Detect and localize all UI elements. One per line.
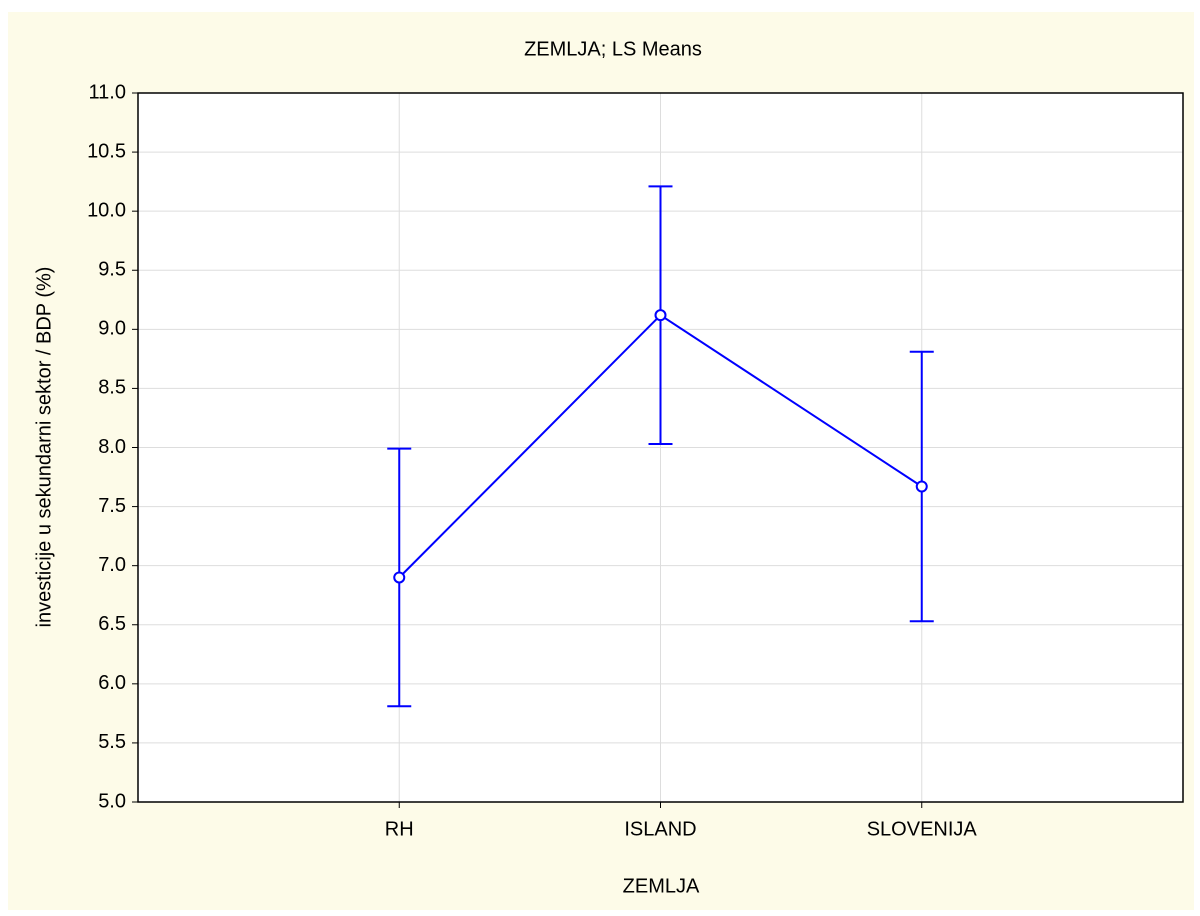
- y-tick-label: 8.0: [98, 436, 126, 458]
- y-tick-label: 7.0: [98, 554, 126, 576]
- point: [915, 480, 928, 493]
- y-tick-label: 10.0: [87, 199, 126, 221]
- y-tick-label: 9.5: [98, 259, 126, 281]
- y-tick-label: 7.5: [98, 495, 126, 517]
- y-tick-label: 8.5: [98, 377, 126, 399]
- y-tick-label: 6.0: [98, 672, 126, 694]
- y-tick-label: 9.0: [98, 318, 126, 340]
- x-tick-label: SLOVENIJA: [867, 818, 978, 840]
- y-tick-label: 6.5: [98, 613, 126, 635]
- x-axis-label: ZEMLJA: [623, 875, 700, 897]
- point: [654, 309, 667, 322]
- x-tick-label: ISLAND: [624, 818, 696, 840]
- y-tick-label: 10.5: [87, 140, 126, 162]
- chart-title: ZEMLJA; LS Means: [524, 38, 702, 60]
- y-tick-label: 5.5: [98, 731, 126, 753]
- point: [393, 571, 406, 584]
- plot-frame: [137, 92, 1184, 803]
- y-tick-label: 11.0: [89, 81, 126, 103]
- y-tick-label: 5.0: [98, 790, 126, 812]
- y-axis-label: investicije u sekundarni sektor / BDP (%…: [33, 267, 55, 628]
- x-tick-label: RH: [385, 818, 414, 840]
